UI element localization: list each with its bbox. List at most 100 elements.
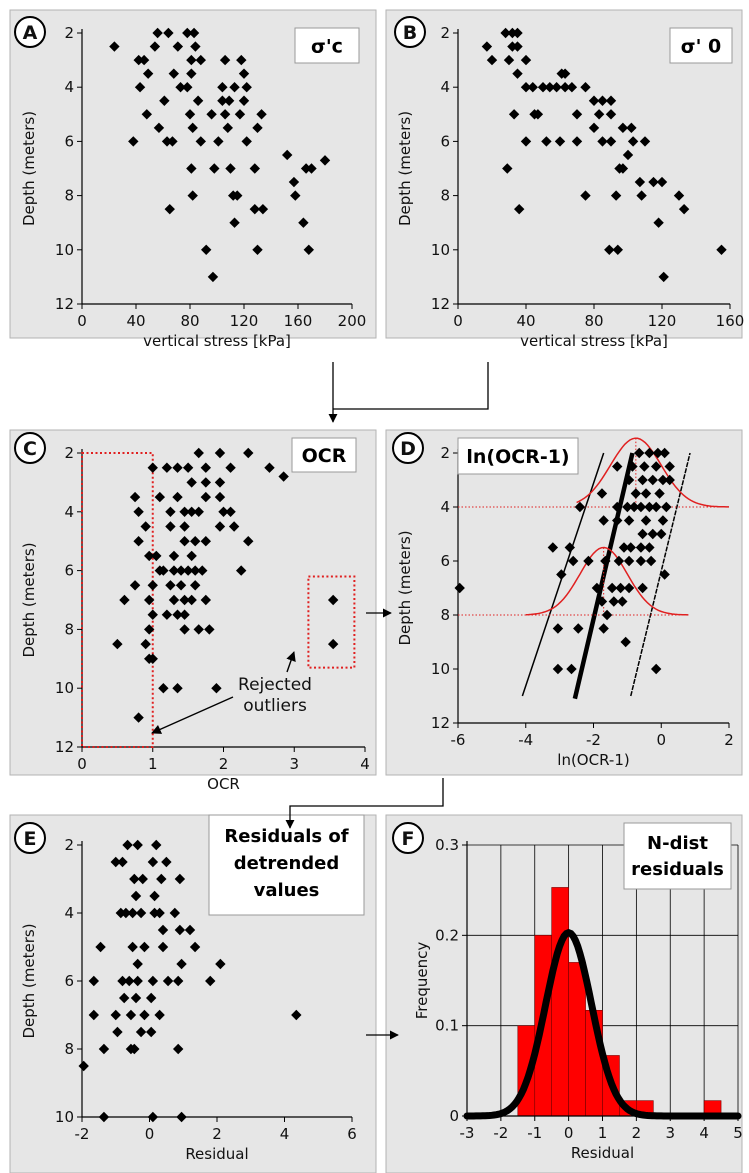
y-tick-label: 6: [64, 132, 74, 150]
x-tick-label: 160: [284, 312, 313, 330]
data-point: [182, 27, 193, 39]
data-point: [147, 1111, 159, 1123]
data-point: [514, 203, 525, 215]
data-point: [303, 244, 314, 255]
data-point: [218, 506, 229, 517]
panel-background: [385, 429, 743, 776]
data-point: [122, 839, 133, 851]
data-point: [147, 975, 159, 987]
data-point: [512, 27, 523, 39]
data-point: [186, 550, 197, 562]
data-point: [225, 163, 236, 174]
data-point: [127, 941, 138, 953]
data-point: [580, 82, 591, 93]
data-point: [209, 163, 220, 174]
data-point: [193, 624, 204, 635]
data-point: [117, 856, 128, 868]
data-point: [291, 1009, 302, 1021]
data-point: [98, 1111, 110, 1123]
panel-letter-circle: [14, 822, 46, 854]
data-point: [552, 663, 564, 675]
panel-letter-circle: [14, 432, 46, 464]
data-point: [186, 506, 197, 517]
data-point: [648, 176, 659, 188]
panel-background: [385, 9, 743, 339]
data-point: [617, 596, 628, 607]
data-point: [130, 890, 142, 902]
data-point: [580, 190, 591, 201]
y-tick-label: 6: [440, 132, 450, 150]
data-point: [211, 683, 222, 694]
y-axis-label: Depth (meters): [396, 111, 414, 226]
data-point: [205, 975, 216, 987]
data-point: [600, 555, 611, 567]
flow-arrow-b-c: [333, 362, 489, 410]
data-point: [110, 1009, 121, 1021]
data-point: [225, 506, 236, 517]
data-point: [172, 491, 183, 503]
data-point: [647, 474, 658, 486]
data-point: [184, 924, 196, 936]
data-point: [169, 907, 181, 919]
y-axis-label: Frequency: [413, 942, 431, 1020]
x-tick-label: 2: [632, 1124, 642, 1142]
y-tick-label: 2: [64, 24, 74, 42]
data-point: [588, 122, 600, 134]
data-point: [635, 555, 647, 567]
data-point: [588, 95, 600, 106]
data-point: [172, 462, 183, 473]
data-point: [112, 638, 123, 650]
data-point: [598, 515, 609, 526]
data-point: [232, 190, 243, 201]
data-point: [327, 594, 339, 606]
data-point: [149, 890, 160, 902]
data-point: [634, 176, 646, 188]
x-tick-label: 0: [145, 1125, 155, 1143]
data-point: [182, 565, 194, 576]
data-point: [140, 521, 151, 532]
data-point: [500, 27, 511, 39]
y-tick-label: 2: [440, 444, 450, 462]
panel-f: -3 -2 -1 0 1 2 3 4 5 0 0.1 0.2 0.3 Residual Frequency F…: [385, 814, 743, 1173]
title-box: [623, 822, 732, 890]
data-point: [520, 82, 532, 93]
data-point: [556, 569, 567, 580]
data-point: [612, 244, 623, 255]
data-point: [249, 203, 260, 215]
data-point: [659, 447, 670, 459]
data-point: [214, 521, 226, 532]
x-tick-label: 5: [733, 1124, 743, 1142]
data-point: [217, 95, 228, 106]
data-point: [617, 163, 629, 174]
data-point: [165, 506, 176, 517]
data-point: [129, 1043, 140, 1055]
panel-title: N-dist: [647, 833, 708, 854]
y-axis-label: Depth (meters): [20, 111, 38, 226]
data-point: [190, 536, 201, 547]
data-point: [172, 1043, 184, 1055]
data-point: [133, 536, 144, 547]
data-point: [184, 109, 196, 120]
data-point: [190, 580, 201, 591]
data-point: [605, 109, 617, 120]
data-point: [147, 609, 158, 620]
data-point: [200, 536, 212, 547]
y-tick-label: 6: [440, 552, 450, 570]
data-point: [598, 623, 609, 634]
panel-title: σ' 0: [681, 36, 721, 58]
x-tick-label: -1: [527, 1124, 542, 1142]
y-tick-label: 12: [55, 295, 74, 313]
data-point: [306, 163, 317, 174]
data-point: [145, 1026, 157, 1038]
data-point: [144, 624, 155, 635]
y-tick-label: 8: [440, 187, 450, 205]
data-point: [512, 68, 523, 79]
data-point: [172, 975, 184, 987]
data-point: [162, 975, 174, 987]
data-point: [327, 638, 339, 650]
data-point: [650, 461, 662, 472]
data-point: [215, 958, 226, 970]
data-point: [622, 501, 633, 513]
data-point: [207, 271, 219, 283]
panel-letter: A: [23, 22, 38, 44]
